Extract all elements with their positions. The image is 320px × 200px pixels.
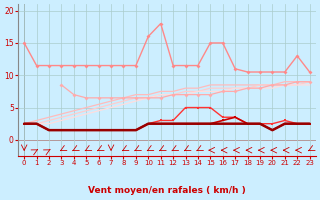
X-axis label: Vent moyen/en rafales ( km/h ): Vent moyen/en rafales ( km/h ): [88, 186, 246, 195]
